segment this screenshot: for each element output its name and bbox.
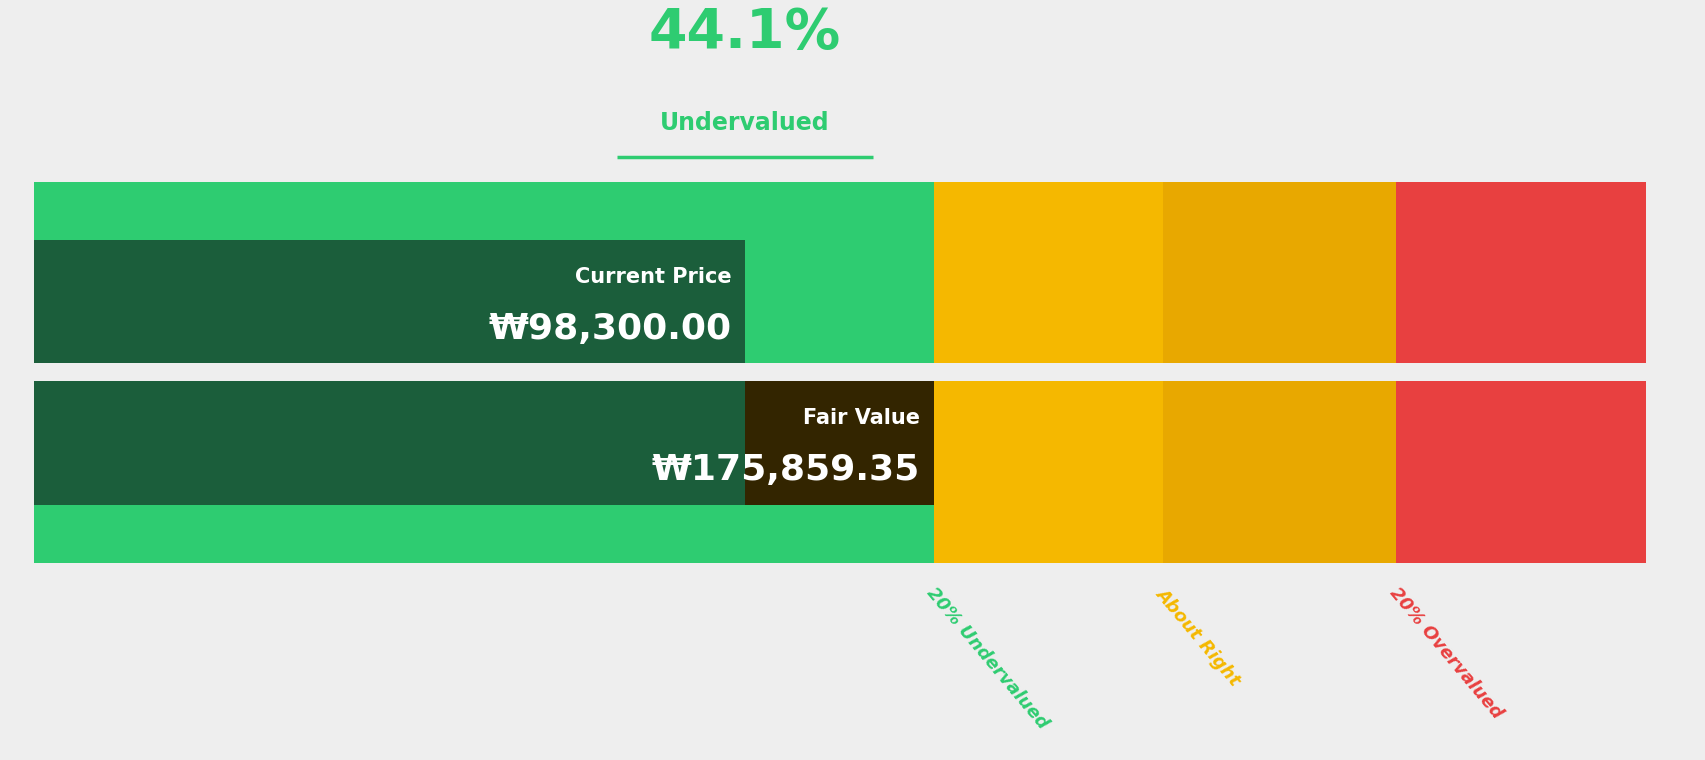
Text: About Right: About Right xyxy=(1151,584,1243,689)
Bar xyxy=(1163,182,1396,363)
Bar xyxy=(34,239,745,363)
Text: 44.1%: 44.1% xyxy=(648,6,841,60)
Text: 20% Undervalued: 20% Undervalued xyxy=(922,584,1052,733)
Text: ₩175,859.35: ₩175,859.35 xyxy=(651,453,919,487)
Text: Undervalued: Undervalued xyxy=(660,111,829,135)
Bar xyxy=(1163,381,1396,562)
Text: Fair Value: Fair Value xyxy=(803,408,919,428)
Bar xyxy=(933,182,1163,363)
Bar xyxy=(34,381,933,505)
Text: Current Price: Current Price xyxy=(575,267,731,287)
Text: ₩98,300.00: ₩98,300.00 xyxy=(488,312,731,346)
Bar xyxy=(745,381,933,505)
Bar xyxy=(1396,381,1645,562)
Bar xyxy=(34,381,933,562)
Text: 20% Overvalued: 20% Overvalued xyxy=(1384,584,1506,722)
Bar xyxy=(933,381,1163,562)
Bar xyxy=(1396,182,1645,363)
Bar xyxy=(34,182,933,363)
